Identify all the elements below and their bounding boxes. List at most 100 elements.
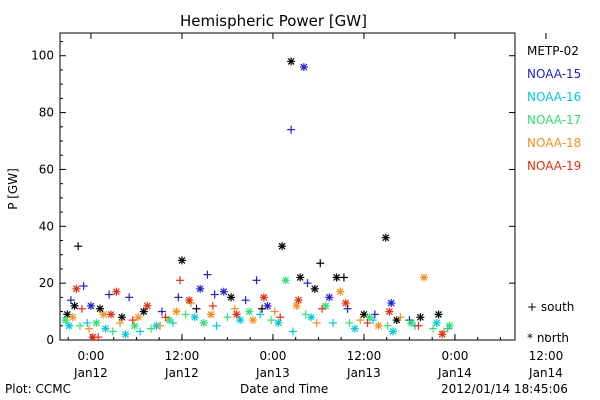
- data-point-north: [86, 301, 95, 310]
- y-axis-label: P [GW]: [6, 168, 20, 210]
- data-point-north: [374, 321, 383, 330]
- data-point-south: [241, 296, 250, 305]
- data-point-north: [287, 57, 296, 66]
- data-point-north: [296, 273, 305, 282]
- data-point-north: [61, 316, 70, 325]
- data-point-south: [147, 324, 155, 333]
- x-tick-time-label: 12:00: [529, 349, 564, 363]
- data-point-north: [106, 310, 115, 319]
- x-tick-time-label: 0:00: [259, 349, 286, 363]
- data-point-south: [108, 327, 117, 336]
- data-point-south: [83, 318, 92, 327]
- data-point-south: [363, 318, 372, 327]
- symbol-legend-north: * north: [527, 331, 569, 345]
- data-point-south: [316, 259, 325, 268]
- data-point-south: [223, 313, 232, 322]
- x-tick-date-label: Jan14: [437, 366, 472, 380]
- data-point-north: [68, 313, 77, 322]
- data-point-south: [156, 321, 165, 330]
- data-point-south: [383, 321, 392, 330]
- data-point-north: [96, 304, 105, 313]
- y-tick-label: 100: [31, 49, 54, 63]
- legend-item-noaa-15: NOAA-15: [527, 67, 582, 81]
- data-point-south: [429, 324, 438, 333]
- data-point-north: [139, 307, 148, 316]
- south-symbol: +: [527, 300, 538, 314]
- x-tick-time-label: 12:00: [165, 349, 200, 363]
- chart-title: Hemispheric Power [GW]: [180, 12, 367, 30]
- data-point-north: [307, 313, 316, 322]
- data-point-south: [136, 327, 145, 336]
- data-point-north: [278, 242, 287, 251]
- y-tick-label: 0: [46, 333, 54, 347]
- data-point-south: [212, 321, 221, 330]
- data-point-north: [281, 276, 290, 285]
- data-point-north: [130, 321, 139, 330]
- data-point-south: [287, 125, 296, 134]
- x-tick-date-label: Jan12: [73, 366, 108, 380]
- x-tick-date-label: Jan14: [528, 366, 563, 380]
- data-point-south: [105, 290, 114, 299]
- data-point-south: [318, 304, 327, 313]
- data-point-north: [389, 327, 398, 336]
- data-point-north: [299, 63, 308, 72]
- series-noaa-15: [66, 63, 414, 325]
- series-metp-02: [63, 57, 443, 325]
- data-point-north: [99, 310, 108, 319]
- data-point-south: [176, 276, 185, 285]
- data-point-north: [387, 299, 396, 308]
- data-point-south: [288, 327, 297, 336]
- data-point-south: [329, 318, 337, 327]
- data-point-south: [276, 313, 285, 322]
- data-point-south: [230, 304, 239, 313]
- data-point-north: [292, 301, 301, 310]
- x-tick-time-label: 12:00: [347, 349, 382, 363]
- data-point-north: [245, 307, 254, 316]
- data-point-south: [157, 307, 166, 316]
- data-point-south: [94, 333, 103, 342]
- data-point-north: [117, 313, 126, 322]
- data-point-north: [294, 296, 303, 305]
- data-point-north: [365, 313, 374, 322]
- data-point-north: [172, 307, 181, 316]
- data-point-south: [414, 321, 423, 330]
- north-label: north: [536, 331, 570, 345]
- x-tick-date-label: Jan13: [255, 366, 290, 380]
- data-point-north: [219, 287, 228, 296]
- x-tick-date-label: Jan13: [346, 366, 381, 380]
- series-noaa-17: [61, 276, 454, 336]
- data-point-north: [65, 321, 74, 330]
- data-point-south: [339, 273, 348, 282]
- data-point-south: [79, 281, 88, 290]
- x-axis-label: Date and Time: [240, 382, 329, 396]
- data-point-north: [407, 318, 416, 327]
- data-point-south: [77, 304, 86, 313]
- data-point-south: [210, 290, 219, 299]
- data-point-south: [174, 293, 183, 302]
- data-point-north: [121, 330, 130, 339]
- data-point-south: [125, 293, 134, 302]
- data-point-north: [72, 284, 81, 293]
- data-point-north: [381, 233, 390, 242]
- data-point-north: [416, 313, 425, 322]
- data-point-south: [301, 310, 310, 319]
- data-point-north: [445, 321, 454, 330]
- legend-item-metp-02: METP-02: [527, 44, 579, 58]
- data-point-north: [207, 310, 216, 319]
- data-point-south: [85, 324, 94, 333]
- data-point-north: [143, 301, 152, 310]
- legend-item-noaa-19: NOAA-19: [527, 159, 582, 173]
- data-point-south: [270, 307, 279, 316]
- data-point-north: [101, 324, 110, 333]
- data-points-layer: [61, 57, 454, 342]
- data-point-south: [208, 301, 217, 310]
- series-noaa-19: [72, 276, 447, 342]
- y-tick-label: 80: [39, 106, 54, 120]
- axes-layer: 0 20 40 60 80 100 0:00 Jan12 12:00 Jan12 0:00 Jan13…: [31, 33, 563, 380]
- legend-item-noaa-18: NOAA-18: [527, 136, 582, 150]
- data-point-north: [70, 301, 79, 310]
- data-point-south: [66, 296, 75, 305]
- data-point-north: [341, 299, 350, 308]
- data-point-north: [432, 318, 441, 327]
- data-point-south: [128, 316, 137, 325]
